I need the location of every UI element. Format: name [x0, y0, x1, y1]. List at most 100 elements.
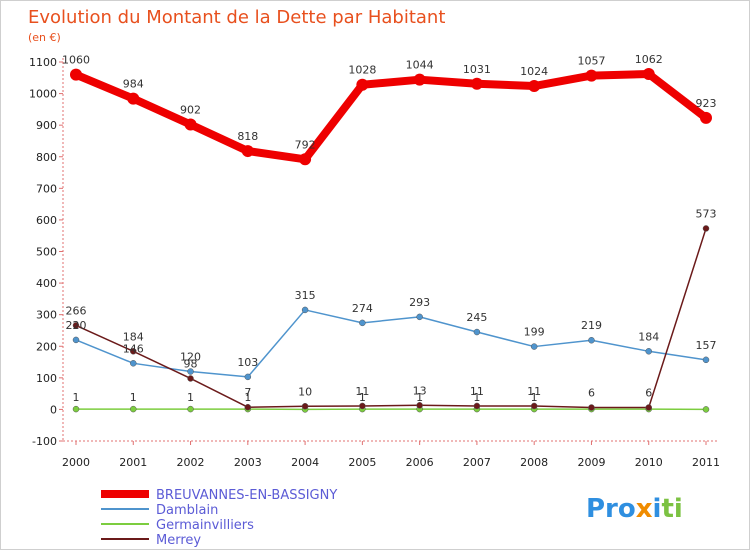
data-label: 184 [638, 330, 659, 343]
data-label: 1062 [635, 53, 663, 66]
data-point [643, 68, 655, 80]
legend-label: Damblain [156, 503, 218, 518]
data-label: 1057 [577, 55, 605, 68]
data-label: 103 [237, 356, 258, 369]
x-tick-label: 2007 [463, 456, 491, 469]
data-point [359, 320, 365, 326]
data-point [703, 357, 709, 363]
data-label: 146 [123, 342, 144, 355]
data-point [703, 225, 709, 231]
data-label: 1 [187, 391, 194, 404]
data-label: 220 [66, 319, 87, 332]
data-point [130, 406, 136, 412]
data-point [471, 78, 483, 90]
data-label: 315 [295, 289, 316, 302]
x-tick-label: 2002 [177, 456, 205, 469]
data-label: 6 [588, 387, 595, 400]
x-tick-label: 2006 [406, 456, 434, 469]
data-point [417, 314, 423, 320]
data-point [299, 153, 311, 165]
legend: BREUVANNES-EN-BASSIGNYDamblainGermainvil… [101, 488, 337, 548]
y-tick-label: 700 [36, 182, 57, 195]
x-tick-label: 2008 [520, 456, 548, 469]
x-tick-label: 2003 [234, 456, 262, 469]
data-label: 923 [696, 97, 717, 110]
data-label: 573 [696, 207, 717, 220]
data-label: 7 [244, 386, 251, 399]
x-tick-label: 2010 [635, 456, 663, 469]
data-point [245, 404, 251, 410]
legend-label: Merrey [156, 533, 201, 548]
data-label: 1044 [406, 59, 434, 72]
data-label: 274 [352, 302, 373, 315]
data-point [185, 119, 197, 131]
data-label: 245 [466, 311, 487, 324]
data-label: 1060 [62, 54, 90, 67]
legend-label: Germainvilliers [156, 518, 254, 533]
data-point [700, 112, 712, 124]
y-tick-label: 800 [36, 151, 57, 164]
plot-area [70, 68, 712, 412]
data-label: 6 [645, 387, 652, 400]
data-point [703, 406, 709, 412]
data-point [588, 405, 594, 411]
data-label: 1028 [348, 64, 376, 77]
data-point [188, 406, 194, 412]
y-tick-label: 100 [36, 372, 57, 385]
logo-text: Proxiti [586, 494, 683, 524]
data-point [73, 337, 79, 343]
data-label: 1 [73, 391, 80, 404]
data-label: 10 [298, 385, 312, 398]
y-tick-label: 300 [36, 309, 57, 322]
data-point [188, 375, 194, 381]
data-point [245, 374, 251, 380]
data-point [356, 79, 368, 91]
data-point [302, 307, 308, 313]
data-label: 902 [180, 104, 201, 117]
y-tick-label: 900 [36, 119, 57, 132]
data-point [130, 360, 136, 366]
y-tick-label: 0 [50, 403, 57, 416]
x-tick-label: 2000 [62, 456, 90, 469]
data-label: 1 [130, 391, 137, 404]
data-point [588, 337, 594, 343]
x-tick-label: 2011 [692, 456, 720, 469]
data-label: 792 [295, 138, 316, 151]
data-label: 219 [581, 319, 602, 332]
data-label: 1024 [520, 65, 548, 78]
data-point [70, 69, 82, 81]
data-point [531, 344, 537, 350]
data-point [73, 406, 79, 412]
x-tick-label: 2009 [577, 456, 605, 469]
x-tick-label: 2004 [291, 456, 319, 469]
y-tick-label: -100 [32, 435, 57, 448]
data-point [528, 80, 540, 92]
data-label: 157 [696, 339, 717, 352]
y-tick-label: 500 [36, 246, 57, 259]
series-line [76, 74, 706, 159]
legend-label: BREUVANNES-EN-BASSIGNY [156, 488, 337, 503]
data-label: 184 [123, 330, 144, 343]
y-tick-label: 1000 [29, 88, 57, 101]
data-label: 11 [355, 385, 369, 398]
chart-subtitle: (en €) [28, 31, 61, 44]
data-label: 11 [527, 385, 541, 398]
data-label: 98 [184, 357, 198, 370]
data-label: 818 [237, 130, 258, 143]
data-point [414, 74, 426, 86]
x-tick-label: 2001 [119, 456, 147, 469]
y-tick-label: 600 [36, 214, 57, 227]
data-label: 984 [123, 78, 144, 91]
data-label: 266 [66, 304, 87, 317]
y-tick-label: 1100 [29, 56, 57, 69]
series-line [76, 228, 706, 407]
data-label: 13 [413, 384, 427, 397]
data-label: 11 [470, 385, 484, 398]
data-point [474, 329, 480, 335]
data-label: 199 [524, 326, 545, 339]
series-line [76, 310, 706, 377]
chart-title: Evolution du Montant de la Dette par Hab… [28, 7, 445, 28]
